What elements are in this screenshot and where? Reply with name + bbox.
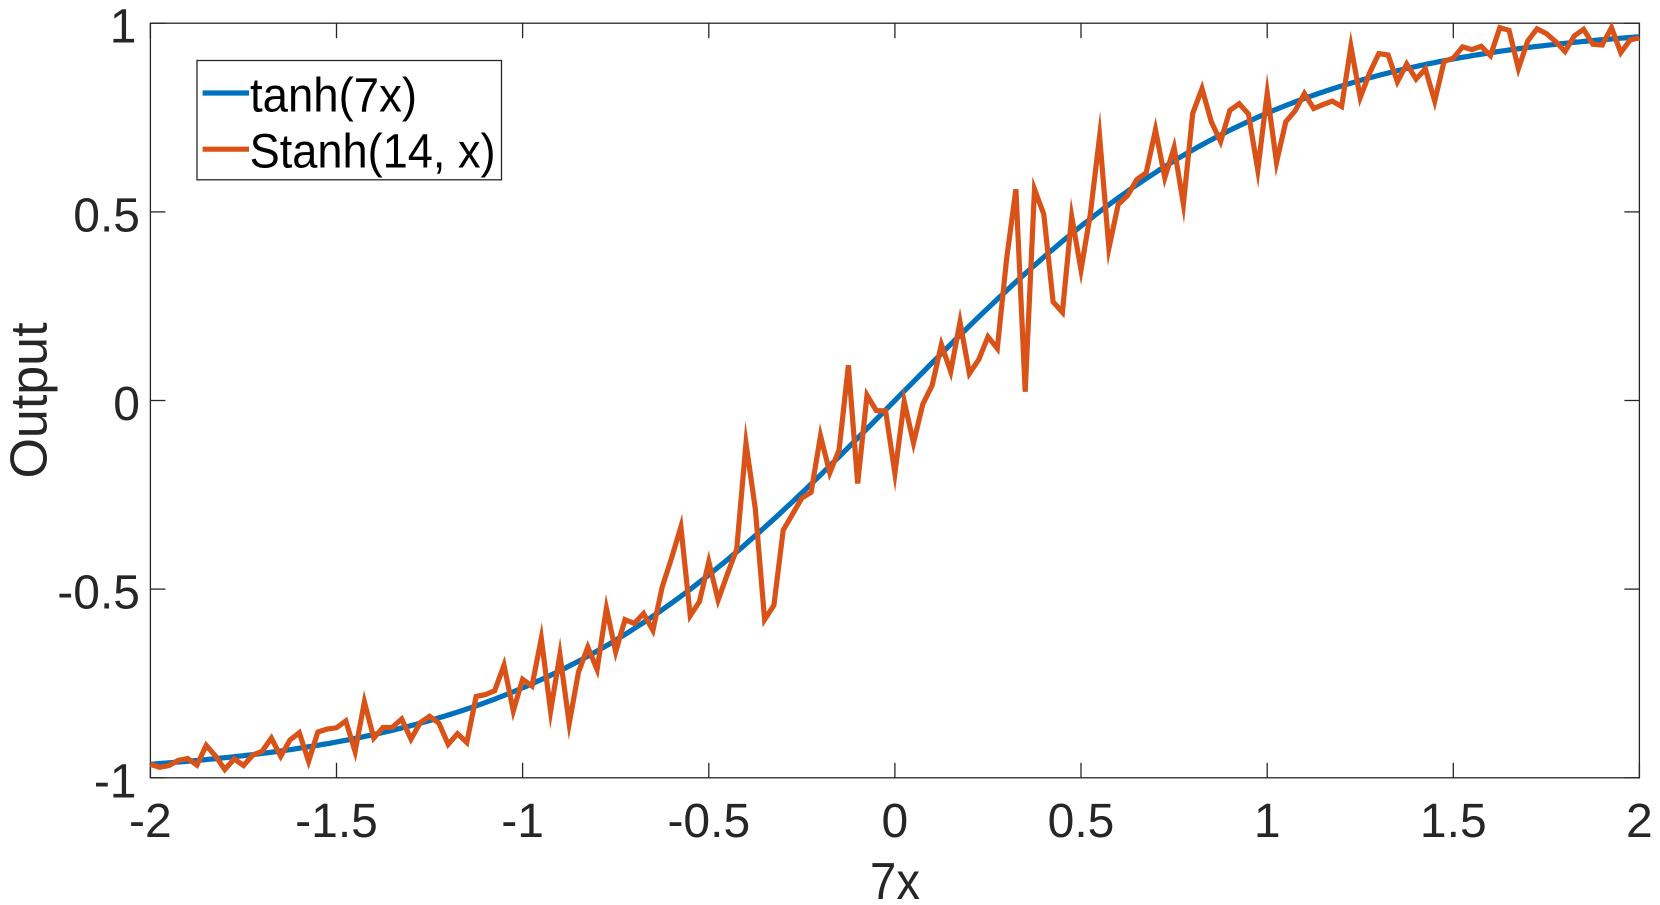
svg-text:0.5: 0.5 [1048,795,1115,848]
svg-text:7x: 7x [870,853,920,905]
svg-text:-0.5: -0.5 [667,795,750,848]
svg-text:-1: -1 [94,755,137,808]
svg-text:-1: -1 [501,795,544,848]
svg-text:0: 0 [882,795,909,848]
svg-text:-0.5: -0.5 [57,567,140,620]
svg-text:-2: -2 [129,795,172,848]
svg-text:-1.5: -1.5 [295,795,378,848]
svg-text:2: 2 [1626,795,1653,848]
svg-text:1.5: 1.5 [1420,795,1487,848]
svg-text:1: 1 [110,1,137,54]
svg-text:Output: Output [1,322,59,479]
svg-text:1: 1 [1254,795,1281,848]
svg-text:0: 0 [113,378,140,431]
svg-text:Stanh(14, x): Stanh(14, x) [250,126,496,179]
svg-text:0.5: 0.5 [73,189,140,242]
svg-text:tanh(7x): tanh(7x) [250,69,417,122]
